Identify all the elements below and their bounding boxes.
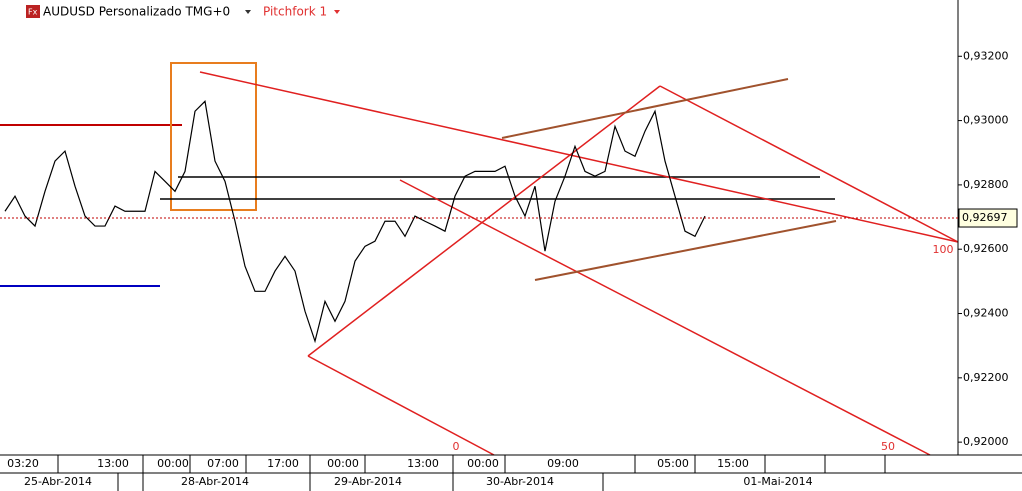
y-tick-label: 0,92200	[963, 371, 1009, 384]
date-label: 01-Mai-2014	[743, 475, 812, 488]
channel-line	[534, 220, 837, 281]
x-tick-label: 13:00	[407, 457, 439, 470]
pitchfork-level: 50	[881, 440, 895, 453]
x-tick-label: 05:00	[657, 457, 689, 470]
price-tag	[958, 208, 1018, 228]
pitchfork-line	[307, 355, 495, 456]
tool-title[interactable]: Pitchfork 1	[263, 5, 327, 19]
plot	[4, 100, 706, 344]
pitchfork-level: 100	[933, 243, 954, 256]
x-tick-label: 07:00	[207, 457, 239, 470]
x-tick-label: 09:00	[547, 457, 579, 470]
symbol-icon	[26, 5, 40, 18]
pitchfork-line	[307, 85, 661, 357]
dropdown-arrow[interactable]	[245, 10, 251, 14]
y-tick-label: 0,93200	[963, 49, 1009, 62]
dropdown-arrow[interactable]	[334, 10, 340, 14]
y-tick-label: 0,92400	[963, 307, 1009, 320]
symbol-title[interactable]: AUDUSD Personalizado TMG+0	[43, 5, 230, 19]
y-tick-label: 0,92000	[963, 435, 1009, 448]
x-tick-label: 17:00	[267, 457, 299, 470]
date-label: 30-Abr-2014	[486, 475, 554, 488]
x-tick-label: 13:00	[97, 457, 129, 470]
icon-text: Fx	[28, 8, 38, 17]
y-tick-label: 0,93000	[963, 114, 1009, 127]
x-tick-label: 00:00	[467, 457, 499, 470]
date-label: 25-Abr-2014	[24, 475, 92, 488]
x-tick-label: 00:00	[157, 457, 189, 470]
rectangle	[170, 62, 257, 211]
x-tick-label: 00:00	[327, 457, 359, 470]
date-label: 29-Abr-2014	[334, 475, 402, 488]
pitchfork-line	[659, 85, 959, 243]
x-tick-label: 15:00	[717, 457, 749, 470]
date-label: 28-Abr-2014	[181, 475, 249, 488]
pitchfork-level: 0	[453, 440, 460, 453]
drawings	[0, 62, 959, 456]
x-tick-label: 03:20	[7, 457, 39, 470]
price-tag-label: 0,92697	[962, 211, 1008, 224]
y-tick-label: 0,92600	[963, 242, 1009, 255]
price-line	[4, 100, 706, 344]
y-tick-label: 0,92800	[963, 178, 1009, 191]
channel-line	[501, 78, 789, 139]
pitchfork-median	[399, 179, 931, 456]
